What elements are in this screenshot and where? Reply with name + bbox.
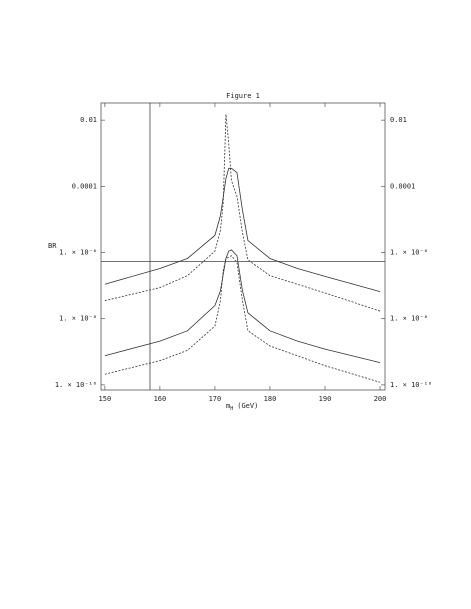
y-tick-label: 1. × 10⁻¹⁰ bbox=[55, 381, 97, 389]
x-label-unit: (GeV) bbox=[237, 402, 258, 410]
x-label-subscript: H bbox=[230, 406, 233, 412]
y-tick-label-right: 1. × 10⁻⁸ bbox=[390, 315, 428, 323]
x-tick-label: 160 bbox=[154, 395, 167, 403]
y-tick-label-right: 0.01 bbox=[390, 116, 407, 124]
y-tick-label: 0.01 bbox=[80, 116, 97, 124]
series-line bbox=[104, 114, 381, 312]
y-tick-label: 1. × 10⁻⁶ bbox=[59, 249, 97, 257]
y-tick-label-right: 1. × 10⁻¹⁰ bbox=[390, 381, 432, 389]
y-tick-label: 0.0001 bbox=[72, 182, 97, 190]
y-tick-label-right: 0.0001 bbox=[390, 182, 415, 190]
y-tick-label-right: 1. × 10⁻⁶ bbox=[390, 249, 428, 257]
x-tick-label: 190 bbox=[319, 395, 332, 403]
series-line bbox=[104, 255, 381, 383]
x-label-symbol: m bbox=[226, 402, 230, 410]
y-tick-label: 1. × 10⁻⁸ bbox=[59, 315, 97, 323]
x-tick-label: 170 bbox=[209, 395, 222, 403]
series-line bbox=[104, 249, 381, 364]
plot-frame bbox=[100, 102, 386, 391]
chart-title: Figure 1 bbox=[226, 92, 260, 100]
y-axis-label: BR bbox=[48, 242, 57, 250]
x-tick-label: 200 bbox=[374, 395, 387, 403]
x-axis-label: mH (GeV) bbox=[226, 402, 258, 412]
x-tick-label: 180 bbox=[264, 395, 277, 403]
series-line bbox=[104, 167, 381, 292]
x-tick-label: 150 bbox=[99, 395, 112, 403]
